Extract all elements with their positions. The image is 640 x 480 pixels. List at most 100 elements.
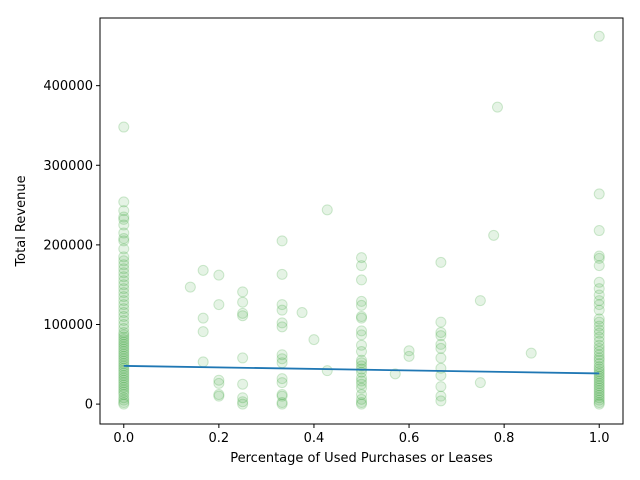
scatter-point [356, 360, 367, 372]
scatter-point [276, 235, 288, 247]
scatter-point [356, 372, 367, 384]
scatter-point [356, 274, 367, 286]
scatter-point [118, 334, 130, 346]
scatter-point [593, 352, 605, 364]
scatter-point [237, 396, 249, 408]
x-axis-ticks: 0.0 0.2 0.4 0.6 0.8 1.0 [113, 424, 610, 446]
scatter-point [118, 311, 130, 323]
scatter-point [237, 398, 249, 410]
scatter-point [213, 390, 225, 402]
scatter-point [308, 334, 320, 346]
scatter-point [276, 398, 288, 410]
scatter-point [118, 336, 130, 348]
scatter-point [118, 243, 130, 255]
x-tick-label: 1.0 [589, 431, 610, 446]
x-tick-label: 0.4 [304, 431, 325, 446]
scatter-point [118, 227, 130, 239]
scatter-point [118, 295, 130, 307]
scatter-point [491, 101, 503, 113]
x-tick-label: 0.8 [494, 431, 515, 446]
scatter-point [118, 303, 130, 315]
scatter-point [593, 398, 605, 410]
scatter-point [237, 310, 249, 322]
scatter-point [118, 279, 130, 291]
scatter-point [213, 374, 225, 386]
scatter-point [435, 330, 447, 342]
scatter-point [356, 329, 367, 341]
scatter-point [435, 369, 447, 381]
scatter-point [237, 352, 249, 364]
x-tick-label: 0.2 [209, 431, 230, 446]
scatter-point [474, 377, 486, 389]
x-tick-label: 0.6 [399, 431, 420, 446]
scatter-point [593, 380, 605, 392]
scatter-point [435, 338, 447, 350]
scatter-point [118, 219, 130, 231]
scatter-point [118, 233, 130, 245]
scatter-point [296, 307, 308, 319]
scatter-point [356, 299, 367, 311]
scatter-point [276, 397, 288, 409]
y-tick-label: 0 [85, 398, 93, 413]
scatter-point [118, 259, 130, 271]
scatter-point [356, 398, 367, 410]
scatter-point [213, 377, 225, 389]
scatter-point [118, 271, 130, 283]
scatter-point [118, 255, 130, 267]
scatter-point [593, 394, 605, 406]
scatter-point [435, 326, 447, 338]
scatter-point [593, 342, 605, 354]
scatter-point [118, 275, 130, 287]
scatter-point [593, 276, 605, 288]
scatter-point [118, 318, 130, 330]
scatter-point [593, 358, 605, 369]
scatter-point [593, 327, 605, 339]
scatter-point [435, 256, 447, 268]
scatter-point [593, 299, 605, 311]
scatter-point [276, 353, 288, 365]
scatter-point [593, 289, 605, 301]
scatter-point [488, 229, 500, 241]
scatter-point [593, 260, 605, 272]
scatter-point [118, 196, 130, 208]
scatter-point [321, 204, 333, 216]
scatter-point [593, 389, 605, 401]
scatter-point [435, 381, 447, 393]
scatter-point [593, 316, 605, 328]
x-tick-label: 0.0 [113, 431, 134, 446]
scatter-point [593, 346, 605, 358]
scatter-point [118, 379, 130, 391]
scatter-point [237, 378, 249, 390]
scatter-point [118, 287, 130, 299]
scatter-point [118, 121, 130, 133]
scatter-point [356, 346, 367, 358]
scatter-point [197, 356, 209, 368]
scatter-point [474, 295, 486, 307]
scatter-point [356, 252, 367, 264]
scatter-point [197, 312, 209, 324]
scatter-point [389, 368, 401, 380]
scatter-point [356, 311, 367, 323]
trend-line [123, 364, 600, 375]
scatter-point [197, 264, 209, 276]
scatter-point [593, 361, 605, 373]
scatter-point [118, 394, 130, 406]
scatter-point [118, 329, 130, 341]
scatter-point [435, 390, 447, 402]
scatter-point [118, 397, 130, 409]
scatter-point [118, 341, 130, 353]
scatter-point [118, 367, 130, 379]
scatter-point [593, 373, 605, 385]
scatter-point [118, 315, 130, 327]
scatter-point [593, 250, 605, 262]
scatter-point [276, 389, 288, 401]
scatter-point [321, 365, 333, 377]
plot-area-frame [99, 17, 624, 425]
scatter-point [213, 389, 225, 401]
scatter-point [118, 369, 130, 381]
y-tick-label: 400000 [43, 79, 93, 94]
scatter-point [356, 357, 367, 369]
scatter-point [356, 389, 367, 401]
scatter-point [118, 372, 130, 384]
scatter-point [118, 322, 130, 334]
